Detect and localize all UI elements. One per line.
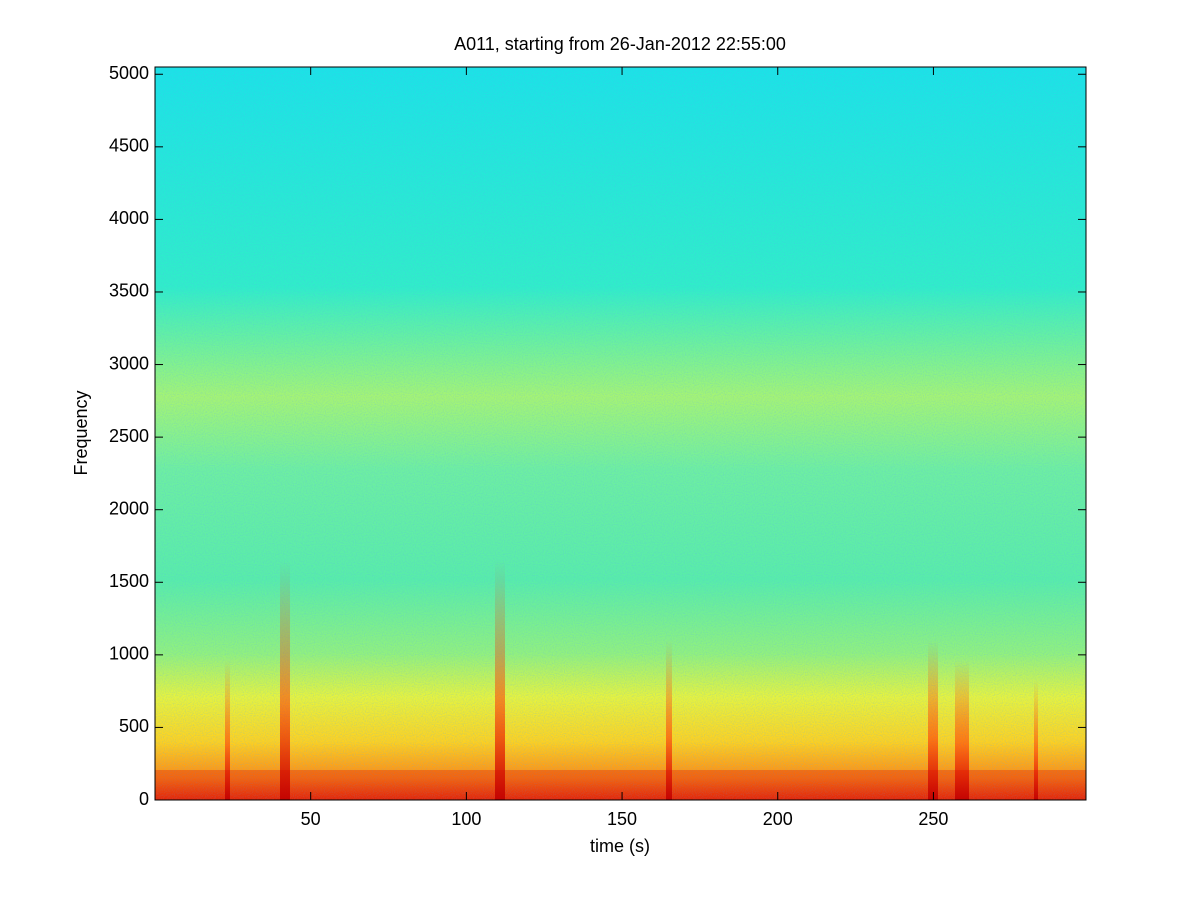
x-tick-label: 50	[301, 809, 321, 829]
y-tick-label: 3000	[109, 353, 149, 373]
x-axis-label: time (s)	[590, 836, 650, 856]
x-tick-label: 200	[763, 809, 793, 829]
y-tick-label: 2500	[109, 426, 149, 446]
plot-frame	[154, 66, 1087, 801]
x-tick-label: 100	[451, 809, 481, 829]
y-tick-label: 5000	[109, 63, 149, 83]
x-tick-label: 250	[918, 809, 948, 829]
y-tick-label: 2000	[109, 498, 149, 518]
y-tick-label: 4500	[109, 136, 149, 156]
spectrogram-image	[155, 67, 1086, 800]
y-tick-label: 1000	[109, 644, 149, 664]
y-tick-label: 0	[139, 789, 149, 809]
y-tick-label: 1500	[109, 571, 149, 591]
y-tick-label: 3500	[109, 281, 149, 301]
y-tick-label: 4000	[109, 208, 149, 228]
y-axis-label: Frequency	[71, 390, 91, 475]
x-tick-label: 150	[607, 809, 637, 829]
chart-title: A011, starting from 26-Jan-2012 22:55:00	[454, 34, 786, 54]
y-tick-label: 500	[119, 716, 149, 736]
